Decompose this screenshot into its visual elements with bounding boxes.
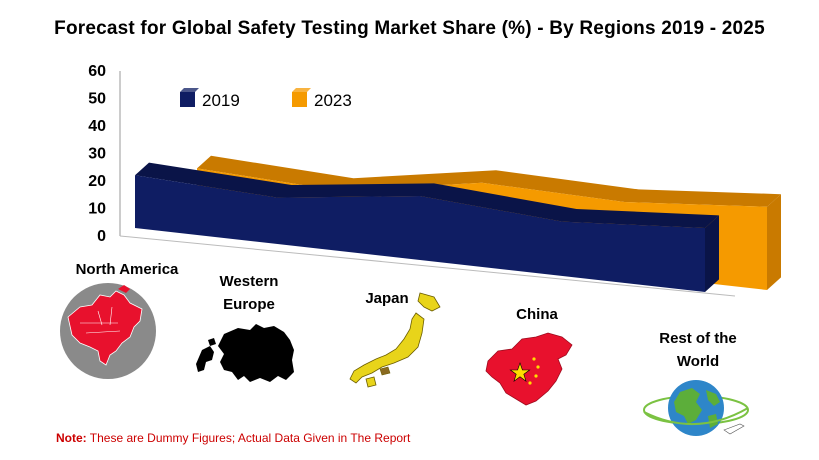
region-label-rest-of-world: Rest of the World (659, 330, 737, 370)
legend-label-2023: 2023 (314, 91, 352, 110)
y-tick-label: 30 (88, 146, 106, 163)
legend-swatch-2023 (292, 92, 307, 107)
region-label-western-europe: Western Europe (219, 273, 279, 313)
series-2023-area-top (197, 155, 781, 207)
region-label-japan: Japan (365, 290, 409, 307)
series-2019-layer (134, 162, 719, 292)
series-2019-area-side (705, 215, 719, 292)
series-2023-area-side (767, 194, 781, 290)
y-tick-label: 40 (88, 118, 106, 135)
china-map-icon (485, 332, 573, 406)
europe-map-icon (196, 324, 294, 382)
footnote: Note: These are Dummy Figures; Actual Da… (56, 431, 410, 445)
legend-swatch-2019 (180, 92, 195, 107)
series-2019-area (135, 175, 705, 292)
japan-map-icon (349, 292, 441, 388)
chart-title: Forecast for Global Safety Testing Marke… (54, 18, 765, 39)
x-axis-line (119, 235, 736, 297)
globe-icon (643, 380, 749, 436)
north-america-map-icon (60, 283, 156, 379)
y-tick-label: 0 (97, 228, 106, 245)
y-axis: 0 10 20 30 40 50 60 (88, 63, 736, 297)
y-tick-label: 60 (88, 63, 106, 80)
y-tick-label: 10 (88, 201, 106, 218)
y-tick-label: 50 (88, 91, 106, 108)
y-tick-label: 20 (88, 173, 106, 190)
footnote-prefix: Note: (56, 431, 87, 445)
footnote-text: These are Dummy Figures; Actual Data Giv… (89, 431, 411, 445)
legend-label-2019: 2019 (202, 91, 240, 110)
region-label-china: China (516, 306, 558, 323)
legend: 2019 2023 (180, 88, 352, 110)
series-2019-area-top (135, 162, 719, 228)
region-label-north-america: North America (75, 261, 179, 278)
